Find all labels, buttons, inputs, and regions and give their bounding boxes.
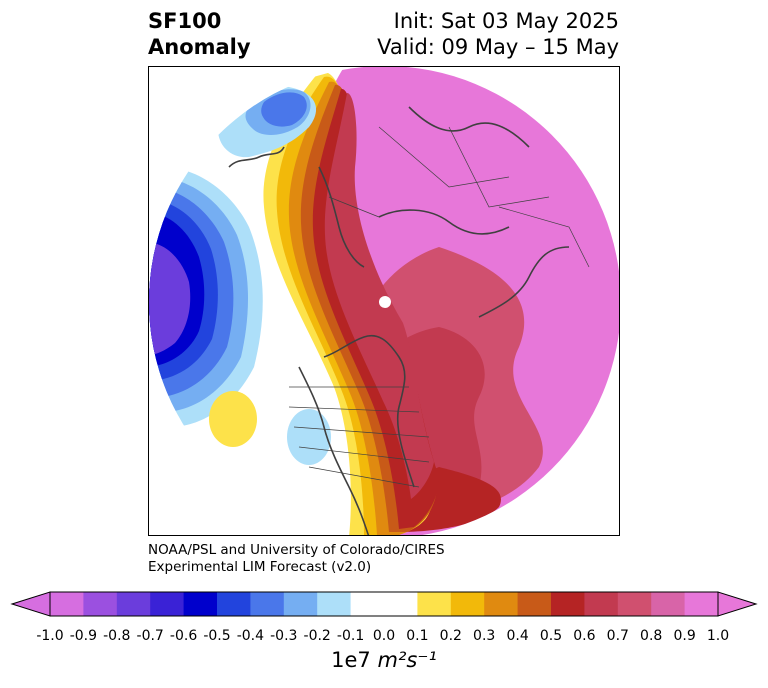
- colorbar-cell: [317, 592, 352, 616]
- colorbar-cell: [183, 592, 218, 616]
- colorbar-outline: [49, 591, 719, 617]
- colorbar-tick-label: 1.0: [706, 628, 730, 644]
- colorbar-tick-label: -0.7: [136, 628, 164, 644]
- colorbar-cell: [83, 592, 118, 616]
- date-block: Init: Sat 03 May 2025 Valid: 09 May – 15…: [377, 8, 619, 60]
- colorbar-tick-label: -0.1: [336, 628, 365, 644]
- map-title-block: SF100 Anomaly: [148, 8, 251, 60]
- colorbar-cell: [283, 592, 318, 616]
- colorbar-left-extension: [10, 591, 51, 617]
- colorbar-tick-label: 0.6: [573, 628, 596, 644]
- colorbar-cell: [651, 592, 686, 616]
- colorbar-cell: [217, 592, 251, 616]
- colorbar-tick-label: 0.1: [406, 628, 429, 644]
- colorbar-tick-label: 0.2: [439, 628, 462, 644]
- colorbar-tick-label: 0.7: [606, 628, 629, 644]
- colorbar-tick-label: -0.6: [169, 628, 198, 644]
- colorbar: [10, 591, 758, 617]
- colorbar-tick-label: 0.9: [673, 628, 696, 644]
- colorbar-cell: [417, 592, 452, 616]
- colorbar-tick-label: -0.4: [236, 628, 265, 644]
- colorbar-cell: [584, 592, 619, 616]
- colorbar-tick-label: -0.9: [69, 628, 98, 644]
- colorbar-cell: [684, 592, 719, 616]
- unit-prefix: 1e7: [331, 648, 371, 672]
- colorbar-tick-label: 0.5: [539, 628, 563, 644]
- colorbar-tick-label: 0.0: [372, 628, 396, 644]
- valid-date: Valid: 09 May – 15 May: [377, 35, 619, 59]
- init-date: Init: Sat 03 May 2025: [393, 9, 619, 33]
- colorbar-tick-label: 0.8: [640, 628, 663, 644]
- anomaly-title: Anomaly: [148, 35, 251, 59]
- colorbar-tick-label: -0.2: [303, 628, 331, 644]
- colorbar-cell: [450, 592, 485, 616]
- credit-line-1: NOAA/PSL and University of Colorado/CIRE…: [148, 542, 445, 558]
- colorbar-cell: [150, 592, 185, 616]
- colorbar-cell: [484, 592, 519, 616]
- credit-text: NOAA/PSL and University of Colorado/CIRE…: [148, 542, 445, 576]
- colorbar-tick-label: -1.0: [36, 628, 64, 644]
- unit: m²s⁻¹: [377, 648, 437, 672]
- colorbar-tick-label: 0.4: [506, 628, 529, 644]
- colorbar-cell: [250, 592, 285, 616]
- colorbar-tick-label: -0.8: [103, 628, 131, 644]
- colorbar-cell: [551, 592, 585, 616]
- variable-title: SF100: [148, 9, 222, 33]
- colorbar-right-extension: [717, 591, 758, 617]
- colorbar-tick-label: 0.3: [473, 628, 496, 644]
- map-panel: [148, 66, 620, 536]
- coastlines: [228, 106, 570, 535]
- colorbar-cell: [384, 592, 418, 616]
- colorbar-tick-label: -0.5: [203, 628, 231, 644]
- colorbar-cell: [50, 592, 84, 616]
- colorbar-cell: [350, 592, 385, 616]
- borders: [288, 126, 590, 488]
- colorbar-cell: [617, 592, 652, 616]
- polar-stereographic-map: [149, 67, 619, 535]
- colorbar-tick-label: -0.3: [270, 628, 298, 644]
- credit-line-2: Experimental LIM Forecast (v2.0): [148, 559, 372, 575]
- colorbar-unit-label: 1e7 m²s⁻¹: [0, 648, 768, 672]
- colorbar-cell: [517, 592, 552, 616]
- colorbar-cell: [116, 592, 151, 616]
